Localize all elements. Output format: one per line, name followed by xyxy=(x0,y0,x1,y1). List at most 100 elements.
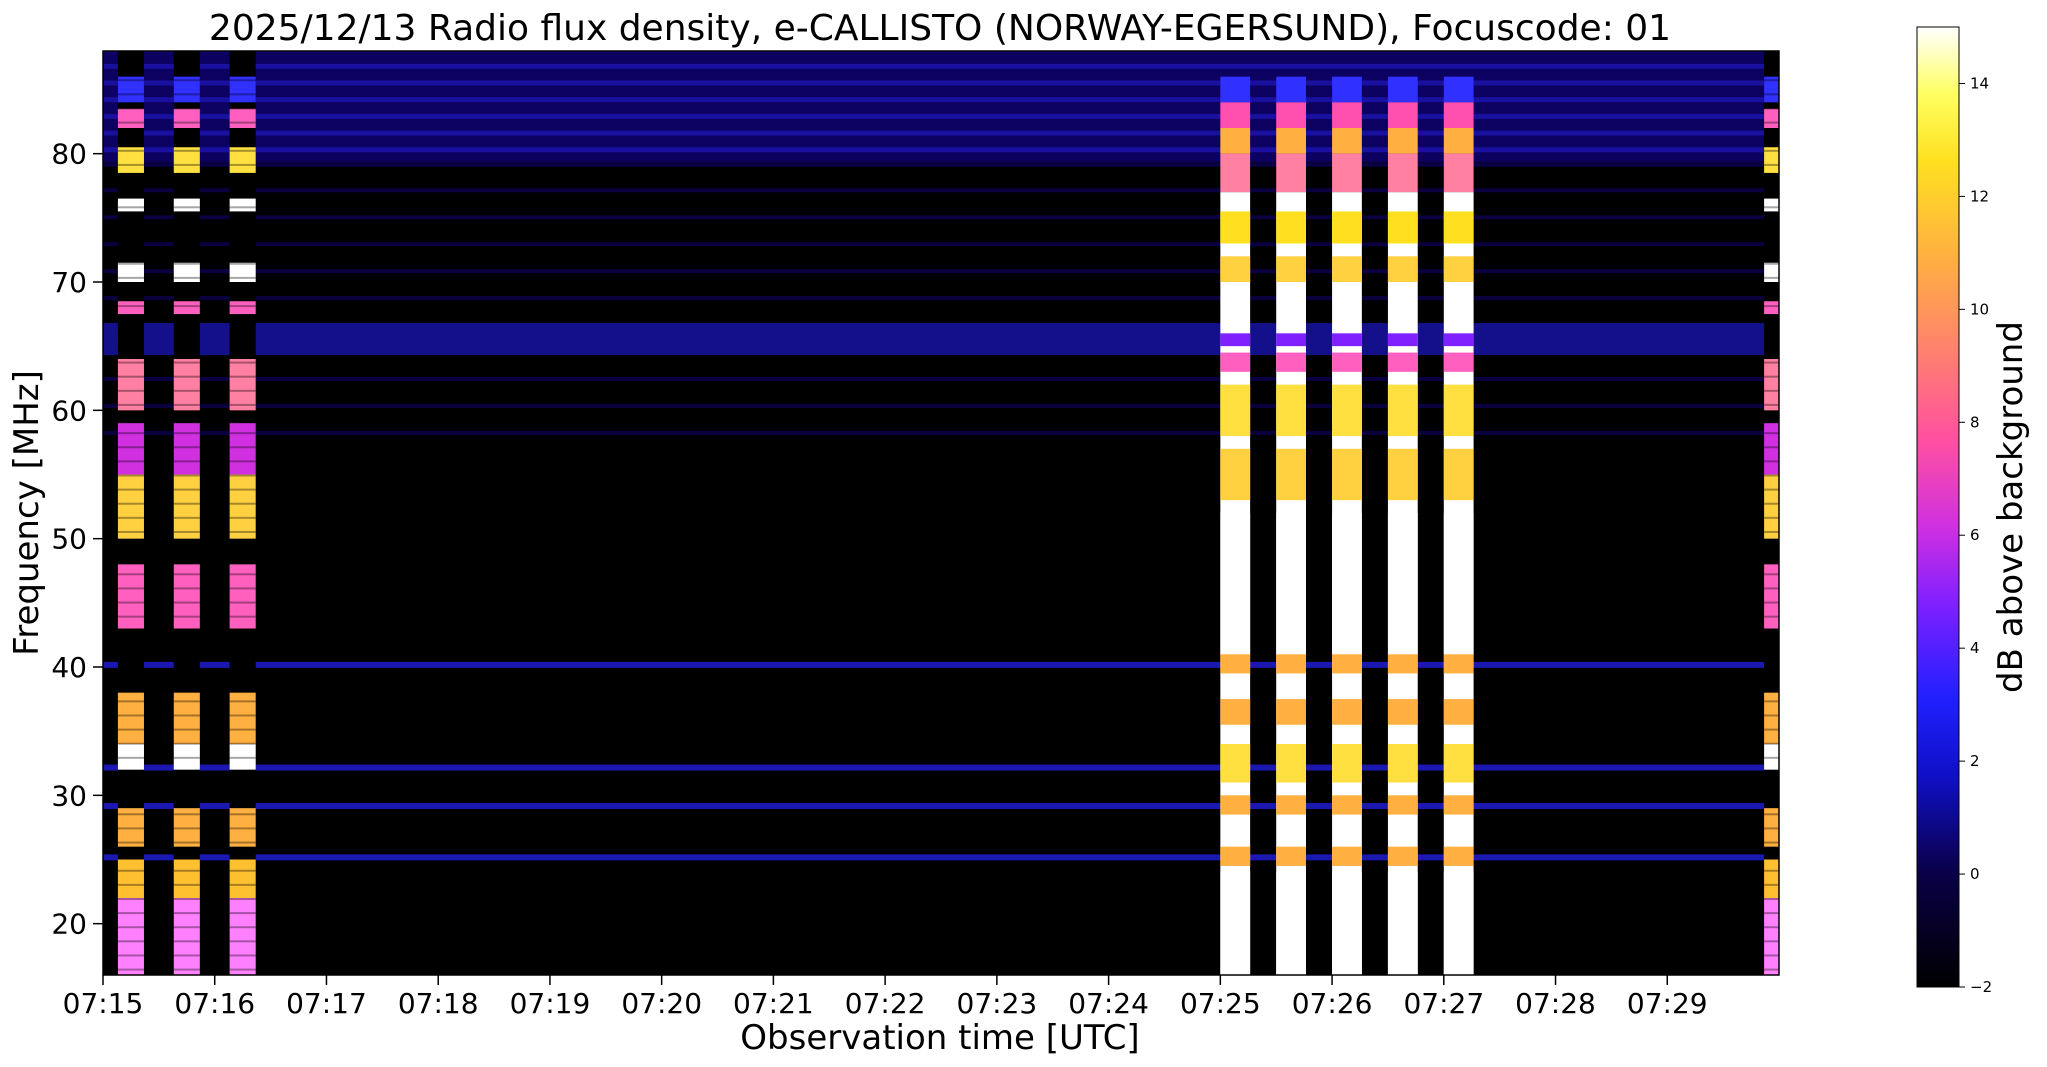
noise-line xyxy=(103,130,1779,136)
burst-stripe xyxy=(173,418,200,421)
burst-stripe xyxy=(173,530,200,533)
burst-segment xyxy=(1764,359,1779,411)
burst-stripe xyxy=(229,898,256,900)
burst-stripe xyxy=(1764,516,1779,519)
burst-stripe xyxy=(173,305,200,308)
burst-stripe xyxy=(173,460,200,463)
burst-segment xyxy=(1764,147,1779,173)
burst-stripe xyxy=(173,629,200,632)
burst-segment xyxy=(173,76,200,103)
colorbar: −2 0 2 4 6 8 10 12 14 dB above background xyxy=(1916,26,2031,996)
burst-stripe xyxy=(1764,135,1779,138)
burst-stripe xyxy=(117,629,144,632)
burst-stripe xyxy=(173,121,200,124)
burst-stripe xyxy=(117,432,144,435)
burst-stripe xyxy=(1764,488,1779,491)
burst-segment xyxy=(117,262,144,282)
burst-segment xyxy=(117,423,144,475)
burst-stripe xyxy=(229,502,256,505)
burst-stripe xyxy=(229,107,256,110)
burst-segment xyxy=(1332,128,1362,154)
burst-stripe xyxy=(1764,375,1779,378)
burst-stripe xyxy=(173,841,200,844)
burst-segment xyxy=(1332,699,1362,725)
burst-stripe xyxy=(229,813,256,816)
burst-segment xyxy=(1220,128,1251,154)
burst-segment xyxy=(1387,352,1418,372)
burst-stripe xyxy=(117,714,144,717)
burst-stripe xyxy=(1764,262,1779,265)
burst-stripe xyxy=(229,192,256,195)
burst-segment xyxy=(229,76,256,103)
burst-segment xyxy=(1387,102,1418,128)
burst-column xyxy=(1387,76,1418,975)
burst-segment xyxy=(1387,256,1418,282)
colorbar-tick-label: 12 xyxy=(1970,187,1989,205)
burst-stripe xyxy=(229,290,256,293)
burst-stripe xyxy=(117,516,144,519)
burst-segment xyxy=(229,147,256,173)
burst-segment xyxy=(1387,448,1418,501)
burst-column xyxy=(173,51,200,975)
burst-stripe xyxy=(173,107,200,110)
burst-segment xyxy=(1276,795,1306,815)
burst-stripe xyxy=(117,855,144,858)
burst-stripe xyxy=(1764,121,1779,124)
burst-segment xyxy=(1276,211,1306,244)
burst-stripe xyxy=(173,813,200,816)
burst-stripe xyxy=(117,234,144,237)
burst-stripe xyxy=(117,756,144,759)
burst-segment xyxy=(1276,256,1306,282)
burst-stripe xyxy=(229,770,256,773)
burst-stripe xyxy=(173,855,200,858)
colorbar-ticks: −2 0 2 4 6 8 10 12 14 xyxy=(1959,74,1992,996)
burst-segment xyxy=(1387,128,1418,154)
burst-stripe xyxy=(1764,629,1779,632)
burst-stripe xyxy=(229,827,256,830)
burst-segment xyxy=(1332,654,1362,674)
burst-column xyxy=(1332,76,1362,975)
burst-stripe xyxy=(229,714,256,717)
freq-band xyxy=(103,764,1779,771)
noise-line xyxy=(103,269,1779,274)
burst-segment xyxy=(1764,301,1779,315)
burst-segment xyxy=(1764,262,1779,282)
burst-stripe xyxy=(173,728,200,731)
burst-stripe xyxy=(229,940,256,943)
colorbar-tick-label: 4 xyxy=(1970,639,1980,657)
burst-stripe xyxy=(229,587,256,590)
burst-segment xyxy=(117,898,144,975)
burst-segment xyxy=(1764,808,1779,847)
burst-stripe xyxy=(173,559,200,562)
burst-stripe xyxy=(173,770,200,773)
burst-stripe xyxy=(117,926,144,929)
burst-stripe xyxy=(173,149,200,152)
burst-stripe xyxy=(117,968,144,971)
burst-stripe xyxy=(117,333,144,336)
burst-stripe xyxy=(1764,347,1779,350)
burst-stripe xyxy=(173,883,200,886)
freq-band xyxy=(103,803,1779,810)
burst-stripe xyxy=(1764,389,1779,392)
burst-segment xyxy=(1276,102,1306,128)
burst-stripe xyxy=(117,206,144,209)
x-axis-label: Observation time [UTC] xyxy=(740,1018,1139,1058)
burst-stripe xyxy=(173,474,200,477)
burst-segment xyxy=(1276,333,1306,347)
burst-segment xyxy=(1764,898,1779,975)
burst-stripe xyxy=(173,686,200,689)
x-tick-label: 07:27 xyxy=(1403,987,1484,1020)
burst-stripe xyxy=(1764,926,1779,929)
burst-stripe xyxy=(229,672,256,675)
burst-segment xyxy=(229,744,256,770)
burst-stripe xyxy=(229,926,256,929)
burst-stripe xyxy=(117,347,144,350)
burst-stripe xyxy=(229,643,256,646)
burst-stripe xyxy=(1764,742,1779,745)
burst-stripe xyxy=(1764,192,1779,195)
burst-stripe xyxy=(1764,220,1779,223)
burst-segment xyxy=(117,808,144,847)
burst-segment xyxy=(117,564,144,629)
burst-segment xyxy=(1443,153,1474,193)
